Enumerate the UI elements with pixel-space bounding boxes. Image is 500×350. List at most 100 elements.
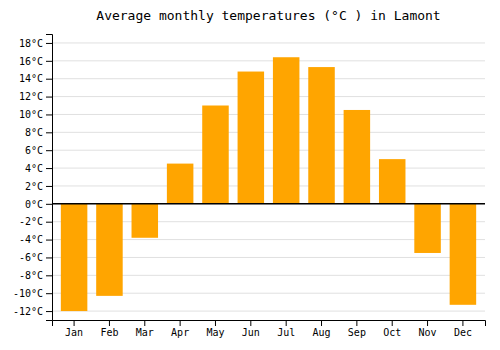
x-tick: Aug xyxy=(312,320,330,338)
grid-line xyxy=(52,132,485,133)
tick-label: -10°C xyxy=(13,288,43,299)
grid-line xyxy=(52,78,485,79)
y-tick: -8°C xyxy=(19,270,52,281)
x-axis: Jan Feb Mar Apr May Jun Jul Aug Sep Oct Nov Dec xyxy=(53,320,486,338)
tick-mark xyxy=(46,222,52,223)
tick-mark xyxy=(46,186,52,187)
zero-line xyxy=(52,203,485,205)
tick-mark xyxy=(215,320,216,326)
tick-mark xyxy=(180,320,181,326)
title: Average monthly temperatures (°C ) in La… xyxy=(96,8,440,23)
tick-label: May xyxy=(206,327,224,338)
y-tick: 10°C xyxy=(19,109,52,120)
bar xyxy=(96,204,123,296)
x-tick: Jun xyxy=(242,320,260,338)
bar xyxy=(167,164,194,204)
tick-label: 4°C xyxy=(25,163,43,174)
tick-label: Dec xyxy=(454,327,472,338)
tick-label: -12°C xyxy=(13,306,43,317)
tick-mark xyxy=(74,320,75,326)
chart: -12°C -10°C -8°C -6°C -4°C -2°C 0°C 2°C 4°C 6°C 8°… xyxy=(0,0,500,350)
tick-label: Oct xyxy=(383,327,401,338)
y-tick: -12°C xyxy=(13,306,52,317)
y-tick: 14°C xyxy=(19,73,52,84)
axis-line xyxy=(53,321,486,327)
bar xyxy=(238,72,265,204)
tick-label: -8°C xyxy=(19,270,43,281)
tick-mark xyxy=(46,97,52,98)
tick-label: -4°C xyxy=(19,234,43,245)
grid-line xyxy=(52,168,485,169)
y-tick: 2°C xyxy=(25,181,52,192)
bar xyxy=(379,159,406,204)
tick-mark xyxy=(286,320,287,326)
y-tick: 8°C xyxy=(25,127,52,138)
y-tick: 16°C xyxy=(19,56,52,67)
grid-line xyxy=(52,114,485,115)
tick-mark xyxy=(462,320,463,326)
tick-label: 18°C xyxy=(19,38,43,49)
grid-line xyxy=(52,311,485,312)
grid-line xyxy=(52,42,485,43)
y-tick: 4°C xyxy=(25,163,52,174)
tick-label: Sep xyxy=(348,327,366,338)
bar xyxy=(450,204,477,305)
tick-mark xyxy=(46,132,52,133)
tick-label: -2°C xyxy=(19,216,43,227)
y-tick: -10°C xyxy=(13,288,52,299)
x-tick: May xyxy=(206,320,224,338)
tick-label: Apr xyxy=(171,327,189,338)
y-axis: -12°C -10°C -8°C -6°C -4°C -2°C 0°C 2°C 4°C 6°C 8°… xyxy=(13,35,53,321)
x-tick: Feb xyxy=(100,320,118,338)
x-tick: Apr xyxy=(171,320,189,338)
bar xyxy=(61,204,88,311)
tick-label: Jul xyxy=(277,327,295,338)
tick-mark xyxy=(46,114,52,115)
tick-mark xyxy=(392,320,393,326)
bar xyxy=(273,57,300,204)
bar xyxy=(308,67,335,204)
bars xyxy=(61,57,476,311)
tick-label: Aug xyxy=(312,327,330,338)
tick-mark xyxy=(356,320,357,326)
grid-line xyxy=(52,185,485,186)
bar xyxy=(414,204,441,253)
axis-line xyxy=(46,35,53,321)
grid-line xyxy=(52,203,485,204)
x-tick: Jan xyxy=(65,320,83,338)
tick-mark xyxy=(46,275,52,276)
tick-mark xyxy=(321,320,322,326)
tick-label: 8°C xyxy=(25,127,43,138)
x-tick: Jul xyxy=(277,320,295,338)
tick-label: 6°C xyxy=(25,145,43,156)
tick-mark xyxy=(46,257,52,258)
grid xyxy=(52,43,485,311)
y-tick: 6°C xyxy=(25,145,52,156)
grid-line xyxy=(52,150,485,151)
x-tick: Nov xyxy=(419,320,437,338)
tick-label: Mar xyxy=(136,327,154,338)
tick-mark xyxy=(144,320,145,326)
bar xyxy=(344,110,371,204)
tick-label: -6°C xyxy=(19,252,43,263)
tick-label: Nov xyxy=(419,327,437,338)
tick-mark xyxy=(250,320,251,326)
tick-label: Jun xyxy=(242,327,260,338)
tick-mark xyxy=(46,293,52,294)
tick-mark xyxy=(46,240,52,241)
tick-mark xyxy=(46,150,52,151)
tick-mark xyxy=(109,320,110,326)
tick-label: 16°C xyxy=(19,56,43,67)
x-tick: Dec xyxy=(454,320,472,338)
y-tick: 0°C xyxy=(25,199,52,210)
y-tick: 12°C xyxy=(19,91,52,102)
grid-line xyxy=(52,96,485,97)
tick-mark xyxy=(46,79,52,80)
tick-label: 12°C xyxy=(19,91,43,102)
tick-label: Jan xyxy=(65,327,83,338)
x-tick: Sep xyxy=(348,320,366,338)
x-tick: Oct xyxy=(383,320,401,338)
tick-mark xyxy=(46,204,52,205)
tick-label: 0°C xyxy=(25,199,43,210)
y-tick: -4°C xyxy=(19,234,52,245)
